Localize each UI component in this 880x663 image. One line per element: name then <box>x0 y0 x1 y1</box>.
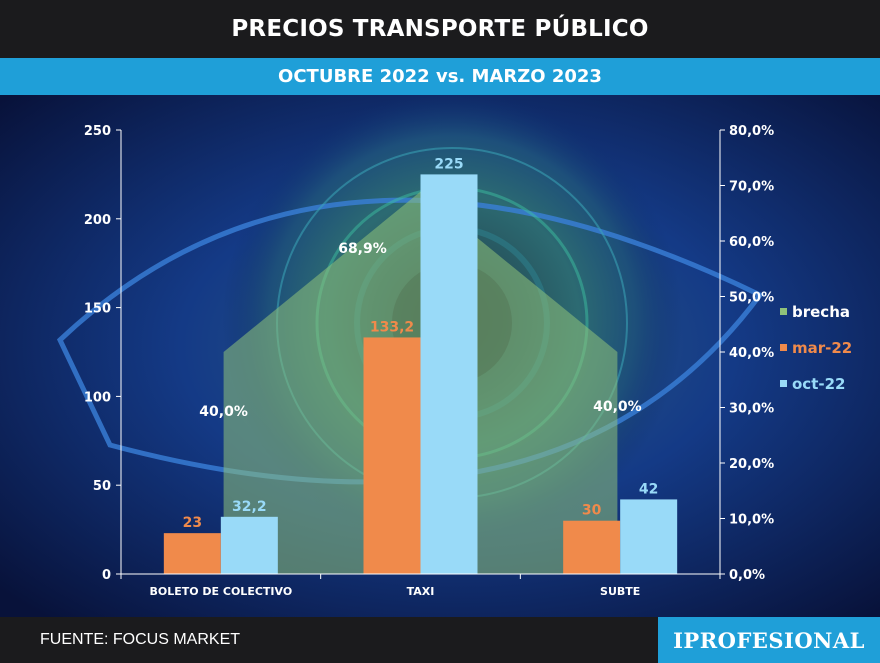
right-tick-label: 10,0% <box>729 513 774 528</box>
mar-22-data-label: 23 <box>183 515 202 531</box>
right-tick-label: 60,0% <box>729 235 774 250</box>
title-bar: PRECIOS TRANSPORTE PÚBLICO <box>0 0 880 58</box>
legend-swatch-oct-22 <box>780 380 787 387</box>
oct-22-data-label: 225 <box>434 156 463 172</box>
legend-label-mar-22: mar-22 <box>792 339 852 357</box>
legend-swatch-mar-22 <box>780 344 787 351</box>
legend-label-oct-22: oct-22 <box>792 375 845 393</box>
page-subtitle: OCTUBRE 2022 vs. MARZO 2023 <box>278 66 602 87</box>
oct-22-data-label: 42 <box>639 481 658 497</box>
bar-oct-22 <box>220 516 278 574</box>
bar-mar-22 <box>163 533 221 574</box>
bar-oct-22 <box>420 174 478 574</box>
left-tick-label: 0 <box>102 568 111 583</box>
left-tick-label: 100 <box>84 390 111 405</box>
oct-22-data-label: 32,2 <box>232 499 267 515</box>
source-note: FUENTE: FOCUS MARKET <box>40 631 241 648</box>
legend-label-brecha: brecha <box>792 303 850 321</box>
bar-chart: 0 50 100 150 200 250 0,0% 10,0% 20,0% 30,0% 40,0% 5… <box>84 124 852 598</box>
brecha-data-label: 68,9% <box>338 241 387 257</box>
brand-name: IPROFESIONAL <box>673 627 865 653</box>
right-tick-label: 70,0% <box>729 180 774 195</box>
bar-mar-22 <box>363 337 421 574</box>
mar-22-data-label: 30 <box>582 503 602 519</box>
brand-logo: IPROFESIONAL <box>658 617 880 663</box>
right-tick-label: 20,0% <box>729 457 774 472</box>
left-tick-label: 250 <box>84 124 111 139</box>
left-tick-label: 50 <box>93 479 111 494</box>
left-tick-label: 200 <box>84 213 111 228</box>
brecha-data-label: 40,0% <box>199 404 248 420</box>
bar-oct-22 <box>620 499 678 574</box>
mar-22-data-label: 133,2 <box>370 319 414 335</box>
subtitle-bar: OCTUBRE 2022 vs. MARZO 2023 <box>0 58 880 95</box>
left-tick-label: 150 <box>84 302 111 317</box>
brecha-data-label: 40,0% <box>593 399 642 415</box>
legend-swatch-brecha <box>780 308 787 315</box>
x-category-label: BOLETO DE COLECTIVO <box>149 585 292 598</box>
bar-mar-22 <box>563 520 621 574</box>
footer: FUENTE: FOCUS MARKET IPROFESIONAL <box>0 617 880 663</box>
x-category-label: SUBTE <box>600 585 640 598</box>
right-tick-label: 0,0% <box>729 568 765 583</box>
page-title: PRECIOS TRANSPORTE PÚBLICO <box>231 16 649 42</box>
right-tick-label: 40,0% <box>729 346 774 361</box>
x-category-label: TAXI <box>407 585 435 598</box>
right-tick-label: 50,0% <box>729 291 774 306</box>
right-tick-label: 30,0% <box>729 402 774 417</box>
right-tick-label: 80,0% <box>729 124 774 139</box>
